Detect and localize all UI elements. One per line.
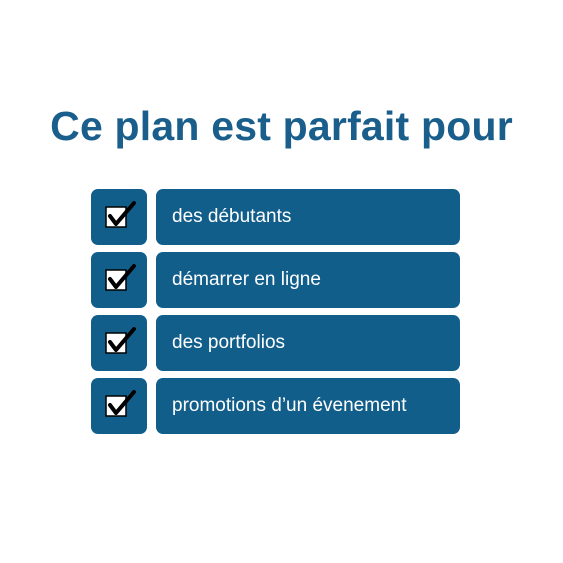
- list-item-label: promotions d’un évenement: [156, 378, 460, 434]
- checkmark-icon: [105, 390, 136, 417]
- page-title: Ce plan est parfait pour: [50, 103, 513, 150]
- checkmark-icon: [105, 201, 136, 228]
- checkmark-icon: [105, 264, 136, 291]
- feature-list: des débutants démarrer en ligne des port…: [91, 189, 460, 441]
- list-item: démarrer en ligne: [91, 252, 460, 308]
- checkbox: [91, 252, 147, 308]
- checkbox: [91, 378, 147, 434]
- list-item: promotions d’un évenement: [91, 378, 460, 434]
- checkmark-icon: [105, 327, 136, 354]
- list-item-label: démarrer en ligne: [156, 252, 460, 308]
- checkbox: [91, 189, 147, 245]
- list-item: des débutants: [91, 189, 460, 245]
- checkbox: [91, 315, 147, 371]
- list-item-label: des débutants: [156, 189, 460, 245]
- list-item: des portfolios: [91, 315, 460, 371]
- list-item-label: des portfolios: [156, 315, 460, 371]
